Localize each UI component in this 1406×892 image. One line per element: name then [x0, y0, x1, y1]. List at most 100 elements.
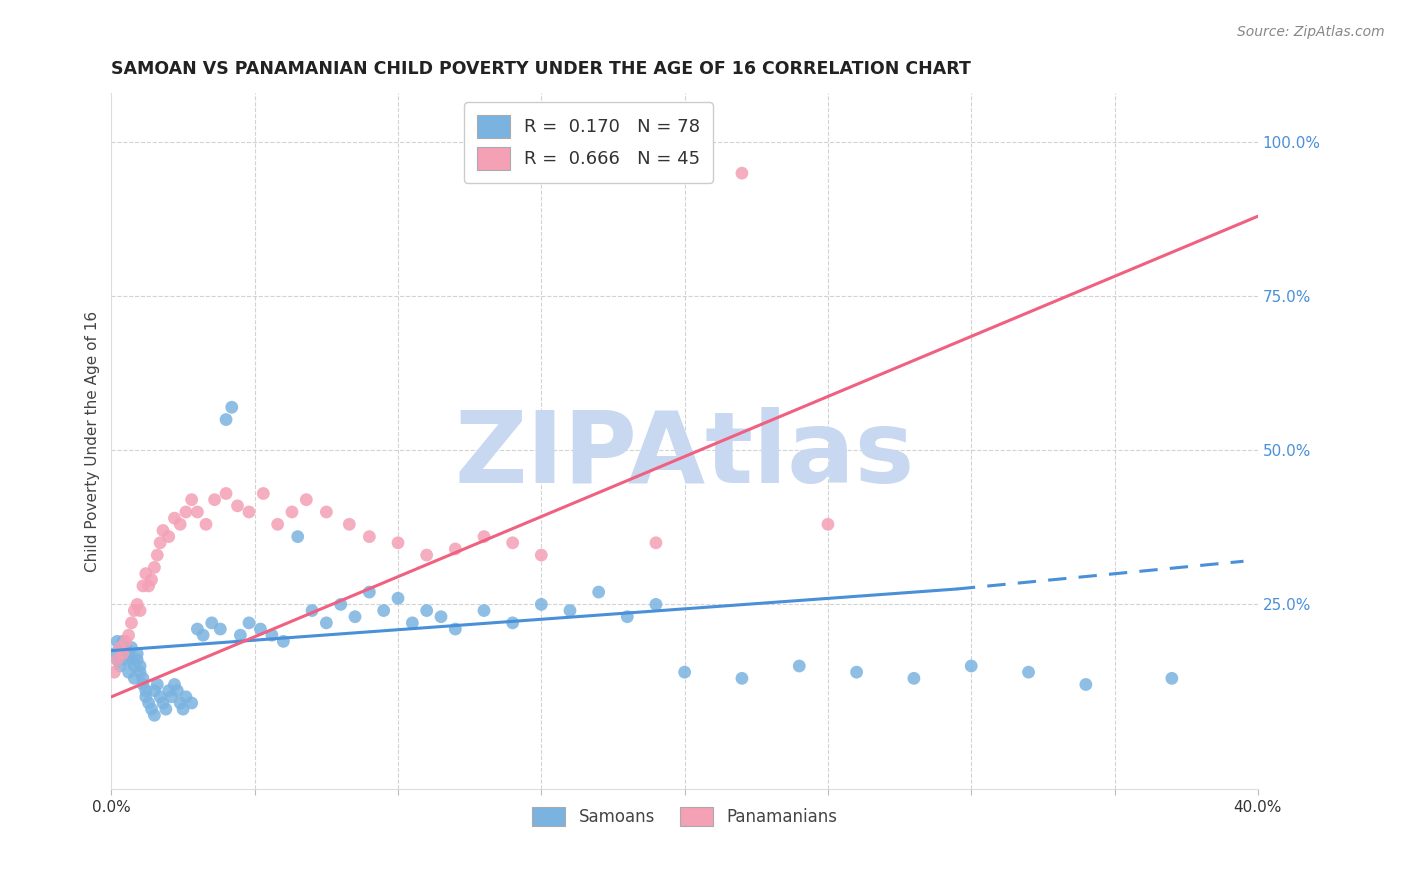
Point — [141, 573, 163, 587]
Y-axis label: Child Poverty Under the Age of 16: Child Poverty Under the Age of 16 — [86, 310, 100, 572]
Point — [114, 634, 136, 648]
Point — [315, 615, 337, 630]
Point — [266, 517, 288, 532]
Point — [124, 671, 146, 685]
Point — [301, 603, 323, 617]
Text: Source: ZipAtlas.com: Source: ZipAtlas.com — [1237, 25, 1385, 39]
Point — [201, 615, 224, 630]
Point — [226, 499, 249, 513]
Point — [127, 598, 149, 612]
Point — [174, 505, 197, 519]
Point — [359, 585, 381, 599]
Point — [166, 683, 188, 698]
Point — [132, 671, 155, 685]
Text: SAMOAN VS PANAMANIAN CHILD POVERTY UNDER THE AGE OF 16 CORRELATION CHART: SAMOAN VS PANAMANIAN CHILD POVERTY UNDER… — [111, 60, 972, 78]
Point — [132, 579, 155, 593]
Point — [143, 708, 166, 723]
Point — [129, 665, 152, 680]
Point — [238, 505, 260, 519]
Point — [472, 530, 495, 544]
Point — [359, 530, 381, 544]
Point — [157, 530, 180, 544]
Point — [472, 603, 495, 617]
Point — [1160, 671, 1182, 685]
Point — [1018, 665, 1040, 680]
Point — [344, 609, 367, 624]
Point — [530, 548, 553, 562]
Point — [108, 659, 131, 673]
Point — [645, 536, 668, 550]
Point — [103, 665, 125, 680]
Point — [337, 517, 360, 532]
Point — [238, 615, 260, 630]
Point — [121, 640, 143, 655]
Point — [117, 647, 139, 661]
Point — [108, 640, 131, 655]
Point — [127, 653, 149, 667]
Point — [530, 598, 553, 612]
Point — [157, 683, 180, 698]
Point — [329, 598, 352, 612]
Point — [645, 598, 668, 612]
Point — [281, 505, 304, 519]
Point — [558, 603, 581, 617]
Point — [143, 560, 166, 574]
Point — [111, 634, 134, 648]
Point — [401, 615, 423, 630]
Point — [204, 492, 226, 507]
Point — [143, 683, 166, 698]
Point — [229, 628, 252, 642]
Point — [180, 696, 202, 710]
Point — [124, 603, 146, 617]
Point — [731, 166, 754, 180]
Point — [252, 486, 274, 500]
Point — [121, 653, 143, 667]
Point — [186, 622, 208, 636]
Point — [108, 640, 131, 655]
Point — [135, 690, 157, 704]
Point — [903, 671, 925, 685]
Point — [155, 702, 177, 716]
Point — [787, 659, 810, 673]
Point — [111, 647, 134, 661]
Point — [163, 677, 186, 691]
Point — [135, 566, 157, 581]
Point — [124, 659, 146, 673]
Point — [105, 653, 128, 667]
Point — [387, 591, 409, 606]
Point — [387, 536, 409, 550]
Point — [138, 579, 160, 593]
Point — [502, 536, 524, 550]
Point — [287, 530, 309, 544]
Point — [444, 622, 467, 636]
Point — [209, 622, 232, 636]
Point — [673, 665, 696, 680]
Point — [249, 622, 271, 636]
Point — [502, 615, 524, 630]
Point — [817, 517, 839, 532]
Point — [138, 696, 160, 710]
Point — [415, 603, 437, 617]
Legend: Samoans, Panamanians: Samoans, Panamanians — [524, 800, 844, 833]
Point — [121, 615, 143, 630]
Point — [117, 628, 139, 642]
Point — [731, 671, 754, 685]
Point — [135, 683, 157, 698]
Point — [845, 665, 868, 680]
Point — [132, 677, 155, 691]
Point — [149, 536, 172, 550]
Point — [430, 609, 453, 624]
Point — [373, 603, 395, 617]
Point — [105, 653, 128, 667]
Point — [127, 647, 149, 661]
Point — [114, 640, 136, 655]
Point — [295, 492, 318, 507]
Point — [114, 653, 136, 667]
Point — [103, 647, 125, 661]
Point — [186, 505, 208, 519]
Point — [444, 541, 467, 556]
Point — [149, 690, 172, 704]
Point — [129, 603, 152, 617]
Point — [273, 634, 295, 648]
Point — [616, 609, 638, 624]
